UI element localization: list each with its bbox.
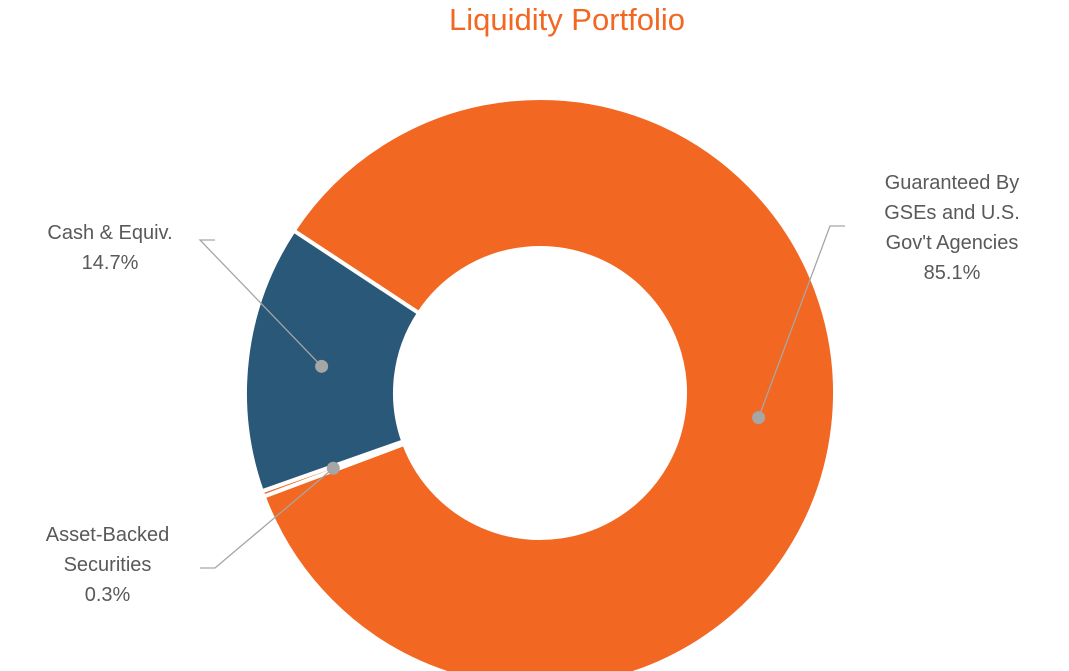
leader-dot — [752, 411, 766, 425]
slice-category: Guaranteed By GSEs and U.S. Gov't Agenci… — [884, 172, 1020, 254]
slice-category: Cash & Equiv. — [47, 222, 173, 244]
slice-label: Cash & Equiv. 14.7% — [35, 218, 185, 278]
slice-value: 0.3% — [84, 584, 131, 606]
slice-value: 14.7% — [81, 252, 139, 274]
slice-label: Guaranteed By GSEs and U.S. Gov't Agenci… — [868, 168, 1036, 288]
donut-slice — [261, 96, 837, 671]
leader-line — [200, 467, 334, 569]
slice-value: 85.1% — [923, 262, 981, 284]
leader-line — [758, 225, 845, 418]
leader-dot — [315, 359, 329, 373]
slice-category: Asset-Backed Securities — [45, 524, 170, 576]
leader-dot — [326, 461, 340, 475]
donut-slice — [243, 227, 422, 494]
slice-label: Asset-Backed Securities 0.3% — [40, 520, 175, 610]
chart-title: Liquidity Portfolio — [448, 2, 686, 37]
leader-line — [198, 239, 323, 367]
